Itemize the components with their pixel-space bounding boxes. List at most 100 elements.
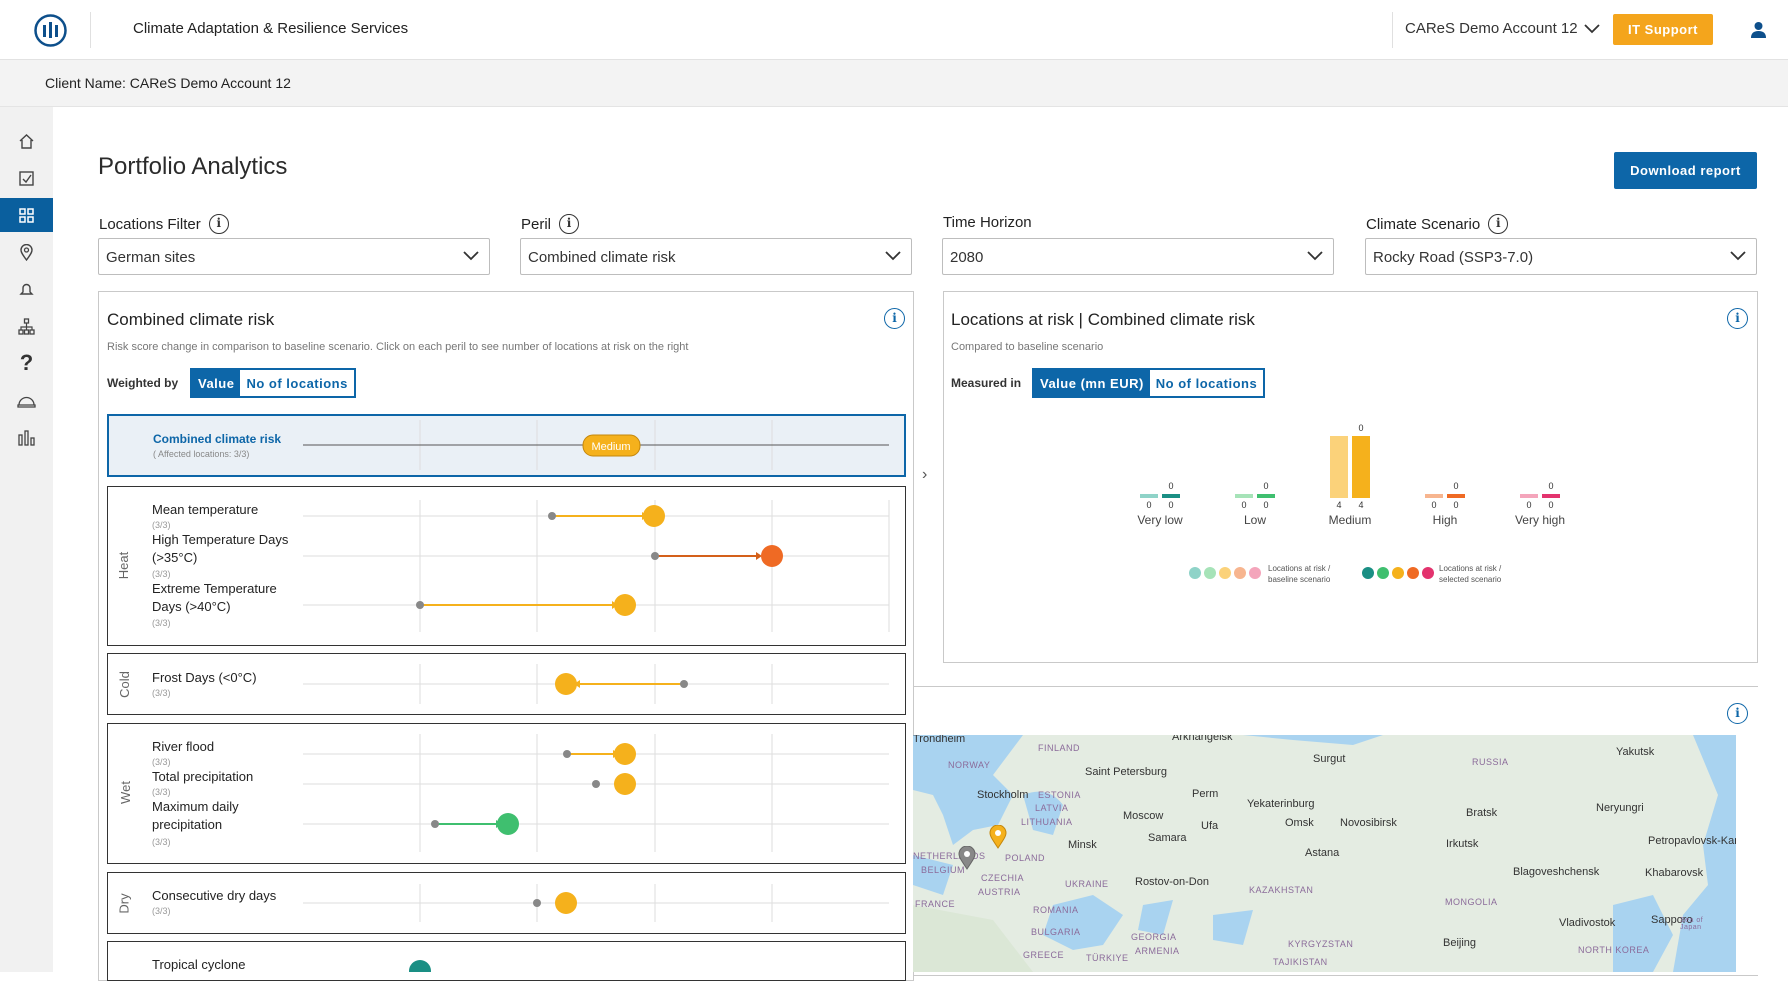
peril-total-precipitation[interactable]: Total precipitation — [152, 769, 254, 784]
chevron-down-icon — [1583, 23, 1600, 33]
bar-value-label: 0 — [1146, 500, 1151, 510]
locations-filter-label: Locations Filter i — [99, 214, 229, 234]
locations-at-risk-panel — [943, 291, 1758, 663]
category-label: Medium — [1329, 513, 1372, 527]
peril-frost-days[interactable]: Frost Days (<0°C) — [152, 670, 257, 685]
alert-bell-icon[interactable] — [0, 272, 53, 306]
category-label: High — [1433, 513, 1458, 527]
peril-count: (3/3) — [152, 787, 171, 797]
bar-selected — [1257, 494, 1275, 498]
bar-top-label: 0 — [1168, 481, 1173, 491]
map-city: Omsk — [1285, 817, 1314, 829]
category-heat: Heat — [116, 551, 132, 580]
climate-scenario-select[interactable]: Rocky Road (SSP3-7.0) — [1365, 238, 1757, 275]
info-icon[interactable]: i — [884, 308, 905, 329]
info-icon[interactable]: i — [1727, 703, 1748, 724]
category-cold: Cold — [116, 671, 132, 698]
map-city: Moscow — [1123, 810, 1164, 822]
client-name: Client Name: CAReS Demo Account 12 — [45, 75, 291, 91]
account-selector[interactable]: CAReS Demo Account 12 — [1405, 20, 1600, 37]
bar-baseline — [1425, 494, 1443, 498]
bar-value-label: 0 — [1168, 500, 1173, 510]
map-city: Sapporo — [1651, 914, 1693, 926]
bar-selected — [1447, 494, 1465, 498]
divider — [90, 12, 91, 48]
map-country: NETHERLANDS — [913, 851, 986, 861]
bar-value-label: 0 — [1453, 500, 1458, 510]
locations-bar-chart: 0 0 0 Very low 0 0 0 Low 4 4 0 Medium 0 0 0 High 0 0 0 Very… — [1137, 423, 1565, 527]
bar-selected — [1352, 436, 1370, 498]
legend-dot — [1219, 567, 1231, 579]
bar-value-label: 0 — [1548, 500, 1553, 510]
combined-risk-label: Combined climate risk — [153, 432, 282, 446]
map-city: Novosibirsk — [1340, 817, 1397, 829]
map-country: LITHUANIA — [1021, 817, 1073, 827]
info-icon[interactable]: i — [1727, 308, 1748, 329]
legend-dot — [1392, 567, 1404, 579]
map-country: KAZAKHSTAN — [1249, 885, 1314, 895]
map-country: ESTONIA — [1038, 790, 1081, 800]
bar-value-label: 0 — [1526, 500, 1531, 510]
weighted-by-toggle[interactable]: Value No of locations — [190, 368, 356, 398]
peril-high-temperature-days[interactable]: High Temperature Days (>35°C) — [152, 532, 289, 565]
bar-value-label: 0 — [1263, 500, 1268, 510]
peril-select[interactable]: Combined climate risk — [520, 238, 912, 275]
map-city: Perm — [1192, 788, 1219, 800]
map-marker-location[interactable] — [958, 846, 976, 870]
info-icon[interactable]: i — [559, 214, 580, 234]
locations-filter-select[interactable]: German sites — [98, 238, 490, 275]
info-icon[interactable]: i — [208, 214, 229, 234]
map-city: Beijing — [1443, 937, 1477, 949]
peril-tropical-cyclone[interactable]: Tropical cyclone — [152, 957, 246, 972]
it-support-button[interactable]: IT Support — [1613, 14, 1713, 45]
checklist-icon[interactable] — [0, 161, 53, 195]
analytics-icon[interactable] — [0, 420, 53, 454]
toggle-no-of-locations[interactable]: No of locations — [1149, 370, 1264, 396]
toggle-no-of-locations[interactable]: No of locations — [240, 370, 354, 396]
help-icon[interactable]: ? — [19, 350, 34, 375]
chevron-right-icon[interactable]: › — [922, 466, 928, 483]
peril-count: (3/3) — [152, 906, 171, 916]
map-country: AUSTRIA — [978, 887, 1021, 897]
allianz-logo[interactable] — [34, 14, 67, 47]
map-city: Samara — [1148, 832, 1187, 844]
peril-count: (3/3) — [152, 837, 171, 847]
home-icon[interactable] — [0, 124, 53, 158]
map[interactable]: Trondheim Arkhangelsk Surgut Yakutsk Sai… — [913, 735, 1736, 972]
toggle-value[interactable]: Value — [192, 370, 241, 396]
bar-baseline — [1235, 494, 1253, 498]
bar-value-label: 0 — [1241, 500, 1246, 510]
peril-mean-temperature[interactable]: Mean temperature — [152, 502, 259, 517]
peril-river-flood[interactable]: River flood — [152, 739, 215, 754]
top-bar: Climate Adaptation & Resilience Services… — [0, 0, 1788, 60]
category-label: Low — [1244, 513, 1266, 527]
combined-risk-row[interactable] — [107, 414, 906, 477]
map-marker-location[interactable] — [989, 825, 1007, 849]
bar-baseline — [1520, 494, 1538, 498]
legend-selected: Locations at risk / selected scenario — [1439, 564, 1502, 584]
toggle-value-mn-eur[interactable]: Value (mn EUR) — [1034, 370, 1150, 396]
measured-in-toggle[interactable]: Value (mn EUR) No of locations — [1032, 368, 1266, 398]
category-wet: Wet — [117, 781, 133, 804]
location-pin-icon[interactable] — [0, 235, 53, 269]
chevron-down-icon — [1307, 251, 1323, 261]
user-icon[interactable] — [1750, 21, 1767, 38]
map-country: ROMANIA — [1033, 905, 1079, 915]
peril-extreme-temperature-days[interactable]: Extreme Temperature Days (>40°C) — [152, 581, 277, 614]
info-icon[interactable]: i — [1488, 214, 1509, 234]
peril-maximum-daily-precipitation[interactable]: Maximum daily precipitation — [152, 799, 239, 832]
sidebar: ? — [0, 107, 53, 972]
hierarchy-icon[interactable] — [0, 309, 53, 343]
peril-consecutive-dry-days[interactable]: Consecutive dry days — [152, 888, 277, 903]
peril-count: (3/3) — [152, 757, 171, 767]
hard-hat-icon[interactable] — [0, 383, 53, 417]
bar-value-label: 4 — [1358, 500, 1363, 510]
map-city: Petropavlovsk-Kam — [1648, 835, 1736, 847]
map-country: NORTH KOREA — [1578, 945, 1650, 955]
bar-baseline — [1330, 436, 1348, 498]
download-report-button[interactable]: Download report — [1614, 152, 1757, 189]
time-horizon-select[interactable]: 2080 — [942, 238, 1334, 275]
peril-count: (3/3) — [152, 569, 171, 579]
map-city: Yakutsk — [1616, 746, 1655, 758]
dashboard-icon[interactable] — [0, 198, 53, 232]
